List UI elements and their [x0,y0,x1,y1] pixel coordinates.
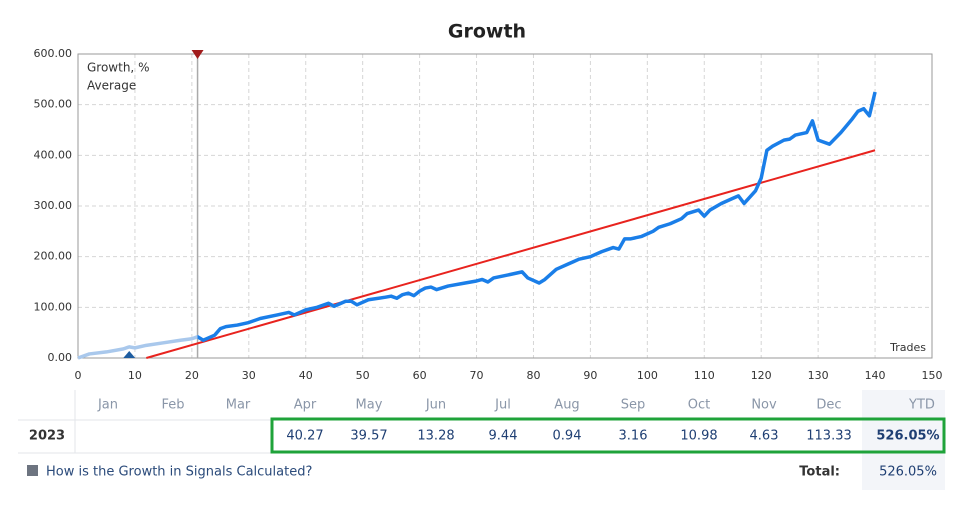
x-tick-label: 20 [185,369,199,382]
month-header: Nov [751,398,777,413]
month-header: Jan [97,398,118,413]
x-tick-label: 110 [694,369,715,382]
month-header: Oct [688,398,710,413]
y-tick-label: 400.00 [34,148,73,161]
month-header: Feb [161,398,184,413]
x-tick-label: 120 [751,369,772,382]
month-header: Sep [621,398,646,413]
x-tick-label: 30 [242,369,256,382]
y-tick-label: 0.00 [48,351,73,364]
x-tick-label: 130 [808,369,829,382]
growth-line [77,91,877,360]
month-value: 113.33 [806,429,852,444]
total-label: Total: [799,465,840,480]
month-header: Apr [294,398,317,413]
x-tick-label: 60 [413,369,427,382]
average-line [146,149,876,359]
month-header: Aug [554,398,579,413]
x-axis-label: Trades [889,341,926,354]
marker-top [191,50,204,59]
month-value: 10.98 [680,429,717,444]
y-tick-label: 100.00 [34,300,73,313]
x-tick-label: 140 [865,369,886,382]
month-header: Mar [226,398,251,413]
month-value: 13.28 [417,429,454,444]
y-tick-label: 200.00 [34,250,73,263]
y-tick-label: 300.00 [34,199,73,212]
x-tick-label: 80 [526,369,540,382]
legend-entry: Growth, % [87,61,149,75]
x-tick-label: 70 [470,369,484,382]
month-value: 3.16 [619,429,648,444]
month-header: Jul [494,398,511,413]
ytd-column [862,390,945,490]
legend-entry: Average [87,79,136,93]
x-tick-label: 100 [637,369,658,382]
month-value: 0.94 [553,429,582,444]
month-header: Jun [425,398,446,413]
month-header: Dec [816,398,841,413]
y-tick-label: 600.00 [34,47,73,60]
x-tick-label: 10 [128,369,142,382]
x-tick-label: 0 [75,369,82,382]
month-header: May [356,398,383,413]
plot-frame [77,53,933,359]
total-value: 526.05% [879,465,937,480]
x-tick-label: 150 [922,369,943,382]
month-value: 39.57 [350,429,387,444]
chart-title: Growth [448,21,526,43]
info-icon [27,465,38,476]
help-link[interactable]: How is the Growth in Signals Calculated? [46,465,312,480]
x-tick-label: 90 [583,369,597,382]
year-label: 2023 [29,429,65,444]
month-value: 40.27 [286,429,323,444]
ytd-value: 526.05% [876,429,939,444]
y-tick-label: 500.00 [34,98,73,111]
month-value: 9.44 [489,429,518,444]
x-tick-label: 40 [299,369,313,382]
marker-bottom [123,351,136,358]
highlight-box [270,417,946,454]
x-tick-label: 50 [356,369,370,382]
month-value: 4.63 [750,429,779,444]
ytd-header: YTD [908,398,935,413]
